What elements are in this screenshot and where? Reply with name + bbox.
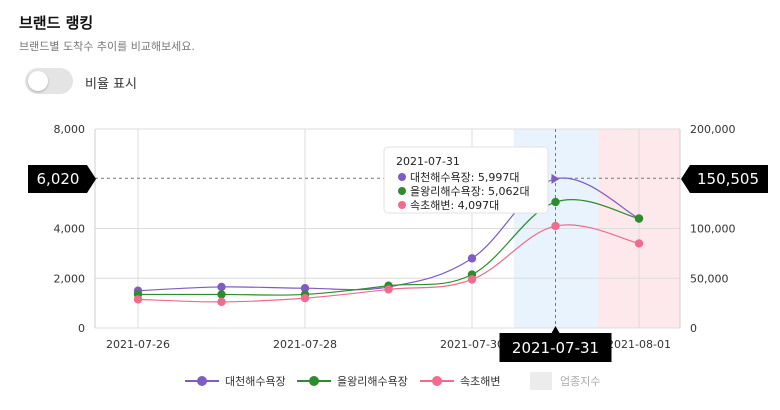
legend-marker-series-0 [185,372,219,390]
y-tick-label: 4,000 [54,223,86,236]
y-tick-label: 8,000 [54,123,86,136]
tooltip-row: 을왕리해수욕장: 5,062대 [410,184,530,198]
legend-band-swatch [530,372,552,390]
left-badge-shape [28,165,96,193]
data-point-series-1 [551,197,560,207]
right-badge-value: 150,505 [697,170,759,188]
tooltip-box [383,146,549,214]
right-badge-shape [681,165,768,193]
data-point-series-2 [133,295,143,304]
ratio-toggle[interactable] [25,68,73,94]
data-point-series-2 [300,293,310,303]
y2-tick-label: 0 [690,322,697,335]
data-point-series-2 [217,297,226,307]
legend-item-series-0[interactable]: 대천해수욕장 [185,372,286,390]
x-tick-label: 2021-08-01 [607,338,671,351]
legend-dot [197,376,207,386]
tooltip-dot [398,173,406,181]
ratio-toggle-label: 비율 표시 [85,77,137,92]
data-point-series-0 [300,284,310,293]
y2-tick-label: 50,000 [690,272,729,285]
legend-item-series-1[interactable]: 을왕리해수욕장 [297,372,408,390]
legend-label: 업종지수 [560,375,601,388]
legend-dot [309,376,319,386]
legend-dot [432,376,442,386]
x-tick-label: 2021-07-28 [273,338,337,351]
data-point-series-2 [634,239,644,248]
left-badge-value: 6,020 [37,170,80,188]
tooltip-row: 대천해수욕장: 5,997대 [410,170,520,184]
data-point-series-1 [634,214,644,223]
page-subtitle: 브랜드별 도착수 추이를 비교해보세요. [19,40,195,53]
y-tick-label: 2,000 [54,272,86,285]
chart-legend: 대천해수욕장 을왕리해수욕장 속초해변 업종지수 [0,372,780,392]
y2-tick-label: 100,000 [690,223,736,236]
legend-label: 을왕리해수욕장 [337,375,408,388]
data-point-series-0 [217,282,226,292]
legend-marker-series-2 [420,372,454,390]
crosshair-right-badge: 150,505 [681,165,768,193]
date-badge-shape [499,326,612,362]
x-tick-label: 2021-07-26 [106,338,170,351]
date-badge-value: 2021-07-31 [512,339,599,357]
crosshair-date-badge: 2021-07-31 [499,326,612,362]
x-tick-label: 2021-07-30 [440,338,504,351]
y2-tick-label: 200,000 [690,123,736,136]
data-point-series-0 [467,254,477,263]
data-point-series-1 [217,290,226,299]
tooltip-dot [398,201,406,209]
toggle-knob [28,71,48,91]
data-point-series-2 [551,221,560,231]
y-tick-label: 0 [78,322,85,335]
legend-item-series-2[interactable]: 속초해변 [420,372,500,390]
tooltip-row: 속초해변: 4,097대 [410,198,499,212]
legend-label: 속초해변 [460,375,501,388]
data-point-series-0 [551,173,560,184]
page-title: 브랜드 랭킹 [19,14,94,32]
legend-label: 대천해수욕장 [225,375,286,388]
data-point-series-2 [384,285,393,294]
legend-item-band[interactable]: 업종지수 [530,372,600,390]
legend-marker-series-1 [297,372,331,390]
brand-ranking-chart[interactable]: 0 2,000 4,000 8,000 0 50,000 100,000 200,000 202… [0,0,780,372]
tooltip-dot [398,187,406,195]
tooltip-date: 2021-07-31 [396,155,460,168]
data-point-series-2 [467,275,477,284]
crosshair-left-badge: 6,020 [28,165,96,193]
